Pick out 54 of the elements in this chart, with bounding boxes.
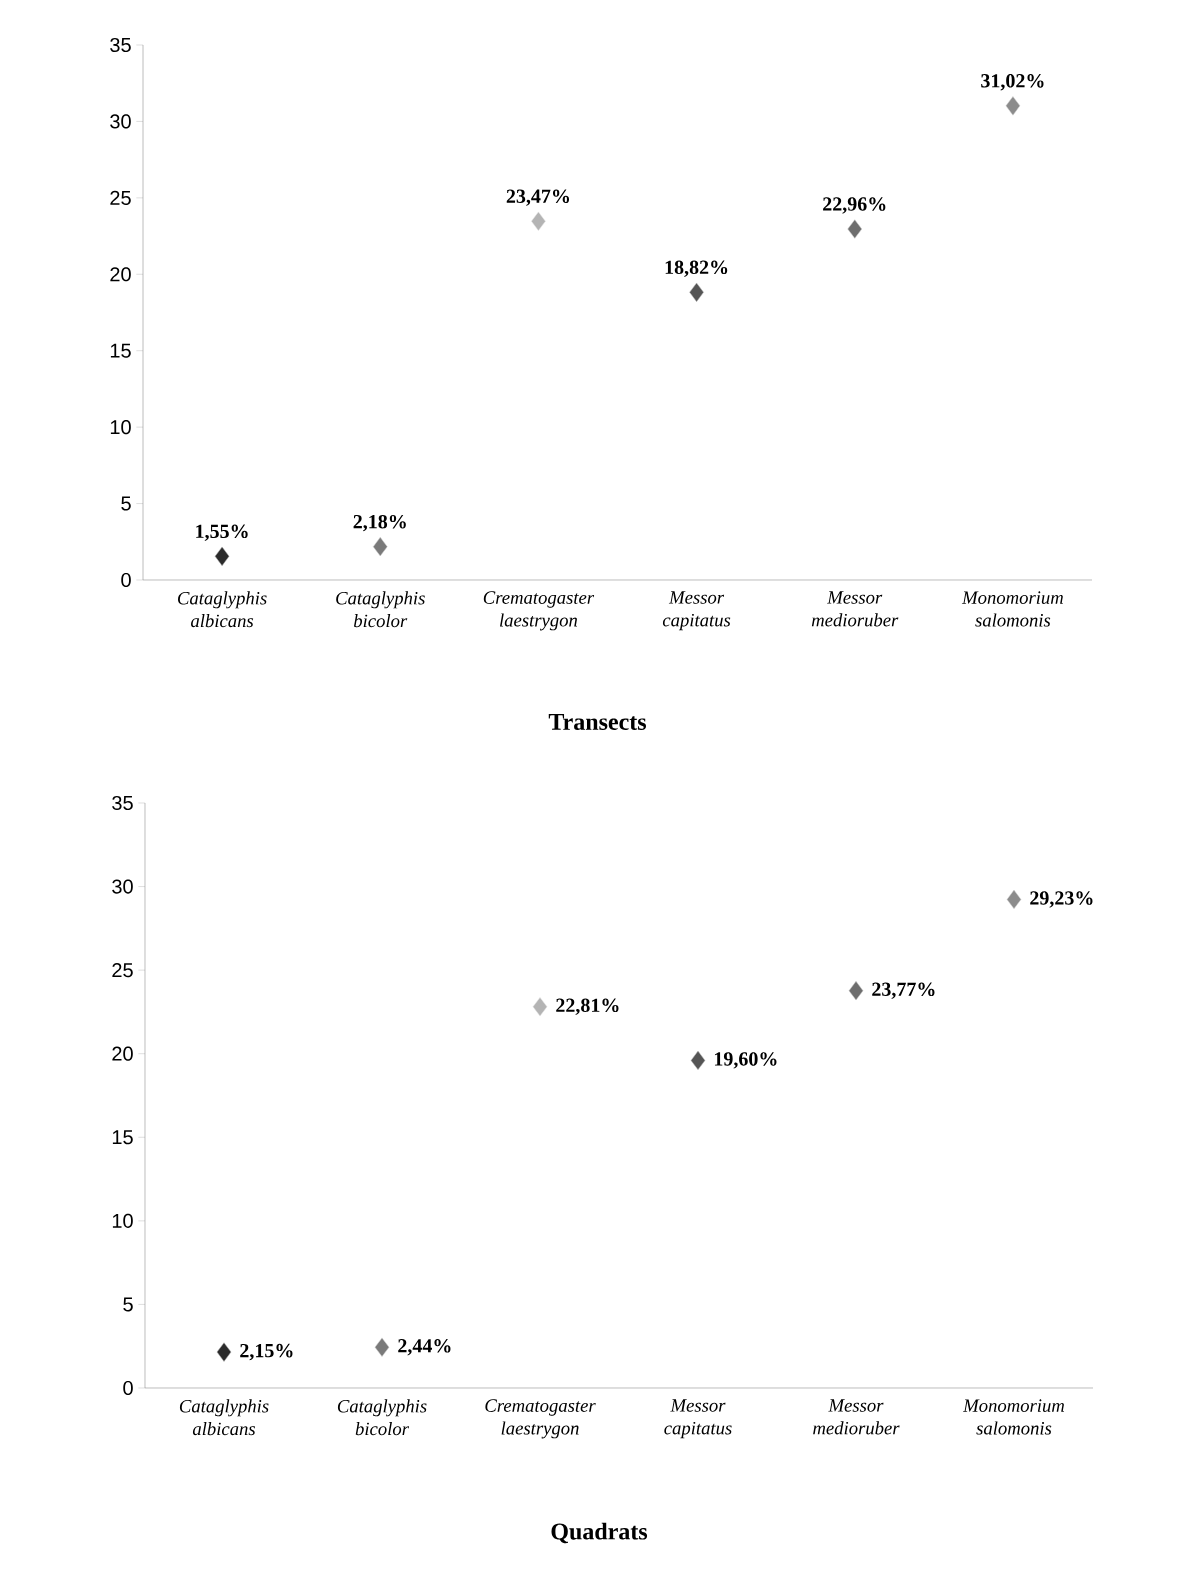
x-tick-label: Monomorium salomonis	[961, 591, 1063, 627]
data-label: 2,18%	[353, 514, 406, 532]
data-label: 23,47%	[506, 189, 570, 206]
x-tick-label: Cataglyphis bicolor	[336, 591, 425, 628]
x-tick-label: Cataglyphis albicans	[178, 591, 267, 628]
data-label: 1,55%	[196, 524, 248, 541]
y-tick-label: 35	[112, 795, 133, 811]
y-tick-label: 0	[123, 1380, 133, 1396]
y-tick-label: 25	[110, 190, 131, 205]
point	[847, 219, 863, 239]
x-tick-label: Messor capitatus	[662, 591, 731, 631]
x-tick-label: Cataglyphis bicolor	[337, 1399, 427, 1436]
data-label: 2,15%	[240, 1343, 293, 1361]
point	[689, 282, 704, 302]
point	[372, 537, 388, 557]
x-tick-label: Crematogaster laestrygon	[483, 591, 595, 631]
y-tick-label: 15	[110, 343, 131, 358]
x-tick-label: Monomorium salomonis	[962, 1399, 1065, 1435]
y-tick-label: 30	[112, 879, 133, 894]
y-tick-label: 25	[112, 963, 133, 978]
y-tick-label: 0	[121, 572, 131, 588]
data-label: 29,23%	[1030, 891, 1093, 908]
y-tick-label: 5	[121, 496, 131, 511]
y-tick-label: 5	[123, 1297, 133, 1312]
data-label: 2,44%	[398, 1339, 451, 1356]
point	[214, 546, 230, 566]
x-tick-label: Messor medioruber	[813, 1399, 900, 1435]
y-tick-label: 20	[112, 1046, 133, 1061]
x-tick-label: Messor capitatus	[664, 1399, 732, 1439]
data-label: 18,82%	[665, 260, 728, 277]
x-tick-label: Crematogaster laestrygon	[485, 1399, 596, 1439]
x-tick-label: Messor medioruber	[811, 591, 899, 627]
y-tick-label: 35	[110, 37, 131, 53]
point	[531, 211, 546, 231]
text: Quadrats	[551, 1522, 648, 1544]
text: Transects	[548, 714, 647, 730]
point	[374, 1337, 390, 1357]
point	[690, 1050, 706, 1070]
y-tick-label: 15	[112, 1130, 133, 1145]
y-tick-label: 10	[110, 420, 131, 435]
y-tick-label: 20	[110, 267, 131, 282]
data-label: 22,96%	[823, 197, 886, 214]
y-tick-label: 30	[110, 114, 131, 129]
x-tick-label: Cataglyphis albicans	[179, 1399, 269, 1436]
point	[848, 981, 864, 1001]
point	[1006, 889, 1022, 910]
data-label: 19,60%	[714, 1052, 777, 1069]
y-tick-label: 10	[112, 1213, 133, 1228]
data-label: 31,02%	[981, 74, 1044, 91]
data-label: 22,81%	[556, 998, 619, 1015]
point	[216, 1342, 232, 1362]
point	[1005, 96, 1021, 116]
point	[532, 997, 548, 1017]
data-label: 23,77%	[872, 982, 935, 999]
